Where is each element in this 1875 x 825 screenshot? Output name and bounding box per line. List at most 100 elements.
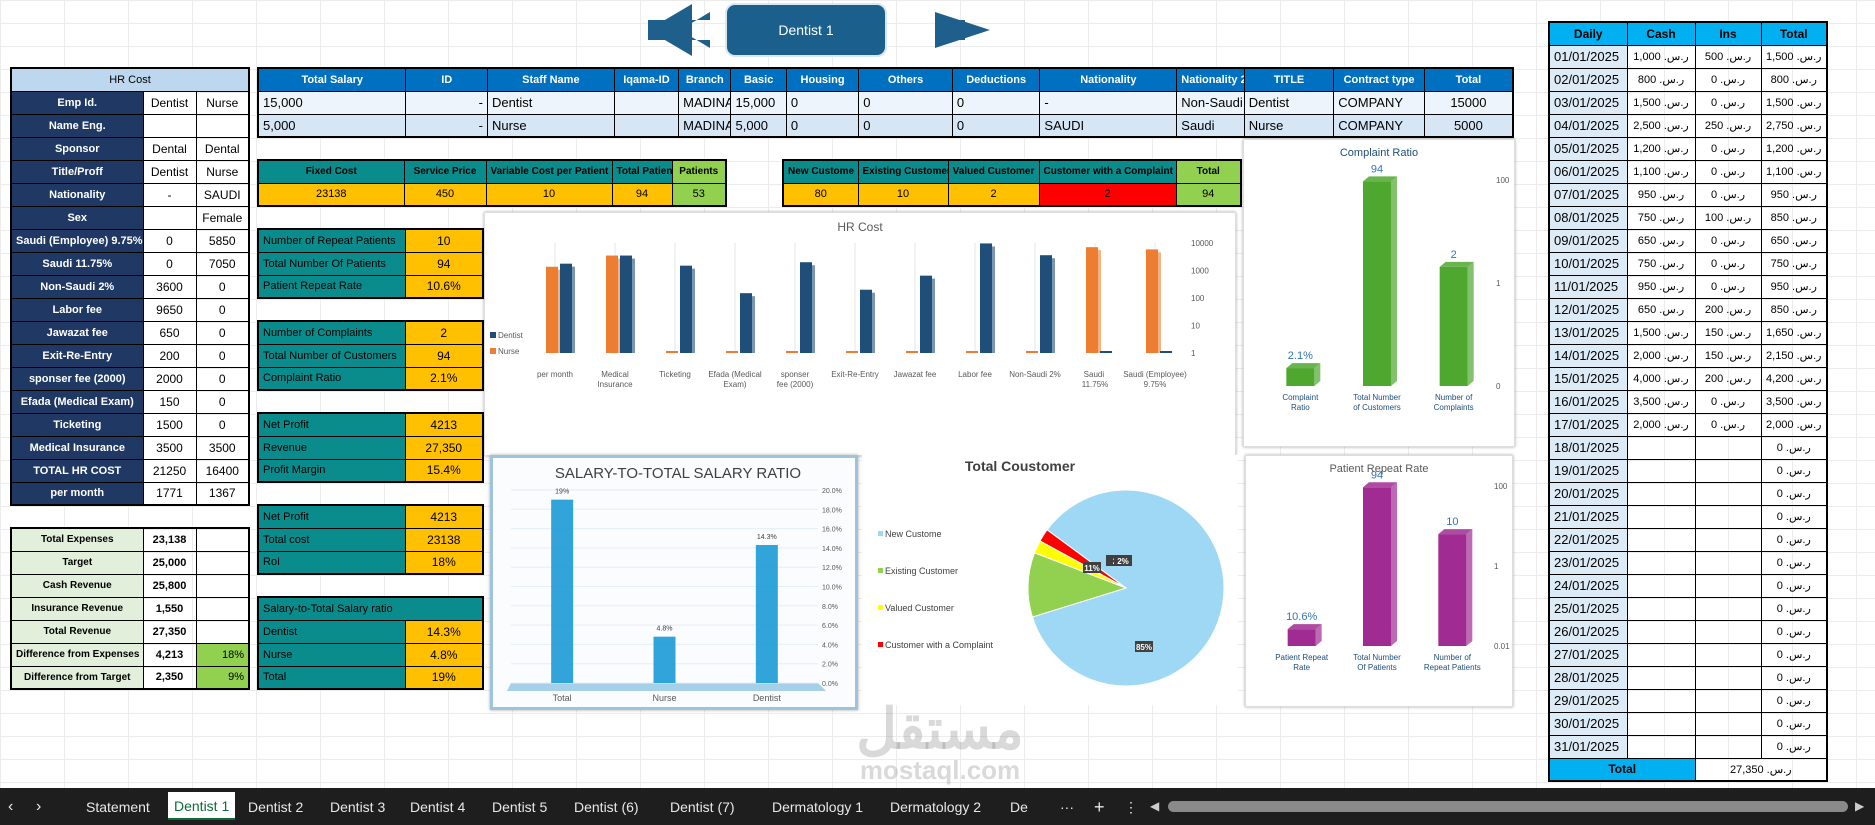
daily-cell[interactable]: ر.س. 2,000 — [1626, 343, 1696, 368]
kpi-label[interactable]: Dentist — [257, 619, 406, 644]
daily-cell[interactable]: 11/01/2025 — [1548, 274, 1628, 299]
staff-cell[interactable]: Non-Saudi — [1176, 90, 1245, 115]
staff-cell[interactable]: - — [405, 90, 488, 115]
sheet-tab[interactable]: Dentist (6) — [574, 799, 639, 815]
daily-cell[interactable]: ر.س. 750 — [1626, 251, 1696, 276]
daily-cell[interactable]: ر.س. 0 — [1760, 688, 1828, 713]
daily-cell[interactable]: ر.س. 650 — [1626, 297, 1696, 322]
daily-cell[interactable]: ر.س. 0 — [1760, 527, 1828, 552]
summary-label[interactable]: Difference from Target — [10, 665, 144, 690]
sheet-tab[interactable]: Dentist 3 — [330, 799, 386, 815]
daily-cell[interactable]: 20/01/2025 — [1548, 481, 1628, 506]
hr-cost-dentist-cell[interactable]: 650 — [142, 320, 197, 345]
customers-value[interactable]: 80 — [782, 182, 859, 207]
daily-cell[interactable]: ر.س. 1,500 — [1760, 90, 1828, 115]
hr-cost-label[interactable]: Non-Saudi 2% — [10, 274, 144, 299]
summary-value[interactable]: 4,213 — [142, 642, 197, 667]
daily-cell[interactable]: ر.س. 0 — [1760, 458, 1828, 483]
salary-ratio-chart-card[interactable]: SALARY-TO-TOTAL SALARY RATIO 20.0% 18.0% 16… — [490, 455, 858, 710]
daily-cell[interactable]: ر.س. 0 — [1694, 90, 1762, 115]
daily-cell[interactable]: ر.س. 0 — [1760, 504, 1828, 529]
staff-column-header[interactable]: Deductions — [951, 67, 1041, 92]
hscroll-left-icon[interactable]: ◀ — [1150, 799, 1160, 813]
costs-value[interactable]: 450 — [403, 182, 487, 207]
daily-cell[interactable]: ر.س. 4,000 — [1626, 366, 1696, 391]
hr-cost-nurse-cell[interactable]: Dental — [195, 136, 250, 161]
hr-cost-nurse-cell[interactable]: Nurse — [195, 90, 250, 115]
hr-cost-label[interactable]: Medical Insurance — [10, 435, 144, 460]
daily-cell[interactable] — [1694, 435, 1762, 460]
daily-cell[interactable]: 10/01/2025 — [1548, 251, 1628, 276]
staff-cell[interactable]: COMPANY — [1333, 90, 1425, 115]
daily-column-header[interactable]: Ins — [1694, 21, 1762, 46]
hr-cost-dentist-cell[interactable]: 0 — [142, 251, 197, 276]
staff-cell[interactable]: 5000 — [1423, 113, 1514, 138]
hr-cost-label[interactable]: Ticketing — [10, 412, 144, 437]
daily-cell[interactable]: ر.س. 150 — [1694, 343, 1762, 368]
kpi-value[interactable]: 2.1% — [404, 366, 484, 391]
staff-cell[interactable]: 0 — [785, 113, 860, 138]
staff-cell[interactable]: 15000 — [1423, 90, 1514, 115]
daily-cell[interactable] — [1694, 665, 1762, 690]
hr-cost-nurse-cell[interactable] — [195, 113, 250, 138]
summary-label[interactable]: Insurance Revenue — [10, 596, 144, 621]
kpi-value[interactable]: 18% — [404, 550, 484, 575]
hr-cost-nurse-cell[interactable]: 0 — [195, 274, 250, 299]
daily-cell[interactable] — [1626, 504, 1696, 529]
staff-column-header[interactable]: Others — [858, 67, 953, 92]
daily-cell[interactable]: ر.س. 800 — [1626, 67, 1696, 92]
daily-cell[interactable]: ر.س. 200 — [1694, 366, 1762, 391]
staff-column-header[interactable]: Total Salary — [257, 67, 407, 92]
daily-cell[interactable]: ر.س. 0 — [1760, 481, 1828, 506]
summary-percent[interactable] — [195, 619, 250, 644]
daily-cell[interactable]: 22/01/2025 — [1548, 527, 1628, 552]
kpi-label[interactable]: Nurse — [257, 642, 406, 667]
scroll-left-icon[interactable]: ‹ — [8, 798, 14, 815]
daily-cell[interactable]: ر.س. 0 — [1694, 389, 1762, 414]
hr-cost-label[interactable]: Saudi (Employee) 9.75% — [10, 228, 144, 253]
sheet-title-button[interactable]: Dentist 1 — [778, 22, 834, 38]
daily-cell[interactable] — [1694, 504, 1762, 529]
staff-cell[interactable]: MADINA — [678, 90, 732, 115]
kpi-label[interactable]: Profit Margin — [257, 458, 406, 483]
hr-cost-nurse-cell[interactable]: 0 — [195, 366, 250, 391]
summary-percent[interactable] — [195, 573, 250, 598]
daily-cell[interactable] — [1694, 527, 1762, 552]
daily-cell[interactable] — [1694, 458, 1762, 483]
daily-cell[interactable] — [1694, 688, 1762, 713]
daily-cell[interactable]: ر.س. 2,000 — [1760, 412, 1828, 437]
daily-cell[interactable]: 08/01/2025 — [1548, 205, 1628, 230]
staff-cell[interactable]: Nurse — [1243, 113, 1335, 138]
kpi-label[interactable]: Net Profit — [257, 412, 406, 437]
costs-header[interactable]: Service Price — [403, 159, 487, 184]
kpi-value[interactable]: 23138 — [404, 527, 484, 552]
daily-cell[interactable]: ر.س. 0 — [1760, 665, 1828, 690]
hr-cost-nurse-cell[interactable]: 5850 — [195, 228, 250, 253]
hr-cost-label[interactable]: Exit-Re-Entry — [10, 343, 144, 368]
hr-cost-dentist-cell[interactable]: 3500 — [142, 435, 197, 460]
staff-column-header[interactable]: Basic — [730, 67, 787, 92]
hr-cost-label[interactable]: Jawazat fee — [10, 320, 144, 345]
hr-cost-nurse-cell[interactable]: 0 — [195, 412, 250, 437]
summary-label[interactable]: Total Revenue — [10, 619, 144, 644]
hr-cost-dentist-cell[interactable]: Dental — [142, 136, 197, 161]
daily-cell[interactable] — [1694, 734, 1762, 759]
kpi-value[interactable]: 94 — [404, 251, 484, 276]
hr-cost-label[interactable]: Labor fee — [10, 297, 144, 322]
staff-cell[interactable]: 0 — [951, 113, 1041, 138]
daily-cell[interactable]: ر.س. 1,000 — [1626, 44, 1696, 69]
kpi-label[interactable]: Net Profit — [257, 504, 406, 529]
daily-cell[interactable]: ر.س. 2,000 — [1626, 412, 1696, 437]
hr-cost-chart-card[interactable]: HR Cost 10000 1000 100 10 1 Dentist Nurse per mo… — [484, 212, 1236, 456]
daily-cell[interactable]: ر.س. 1,200 — [1760, 136, 1828, 161]
costs-header[interactable]: Total Patients — [611, 159, 673, 184]
daily-cell[interactable]: ر.س. 4,200 — [1760, 366, 1828, 391]
sheet-tab[interactable]: Dermatology 1 — [772, 799, 864, 815]
sheet-tab[interactable]: Statement — [86, 799, 150, 815]
daily-cell[interactable]: 04/01/2025 — [1548, 113, 1628, 138]
daily-cell[interactable]: ر.س. 1,500 — [1760, 44, 1828, 69]
daily-cell[interactable]: ر.س. 0 — [1694, 412, 1762, 437]
daily-cell[interactable]: 28/01/2025 — [1548, 665, 1628, 690]
daily-cell[interactable]: ر.س. 1,100 — [1626, 159, 1696, 184]
daily-cell[interactable]: ر.س. 3,500 — [1626, 389, 1696, 414]
